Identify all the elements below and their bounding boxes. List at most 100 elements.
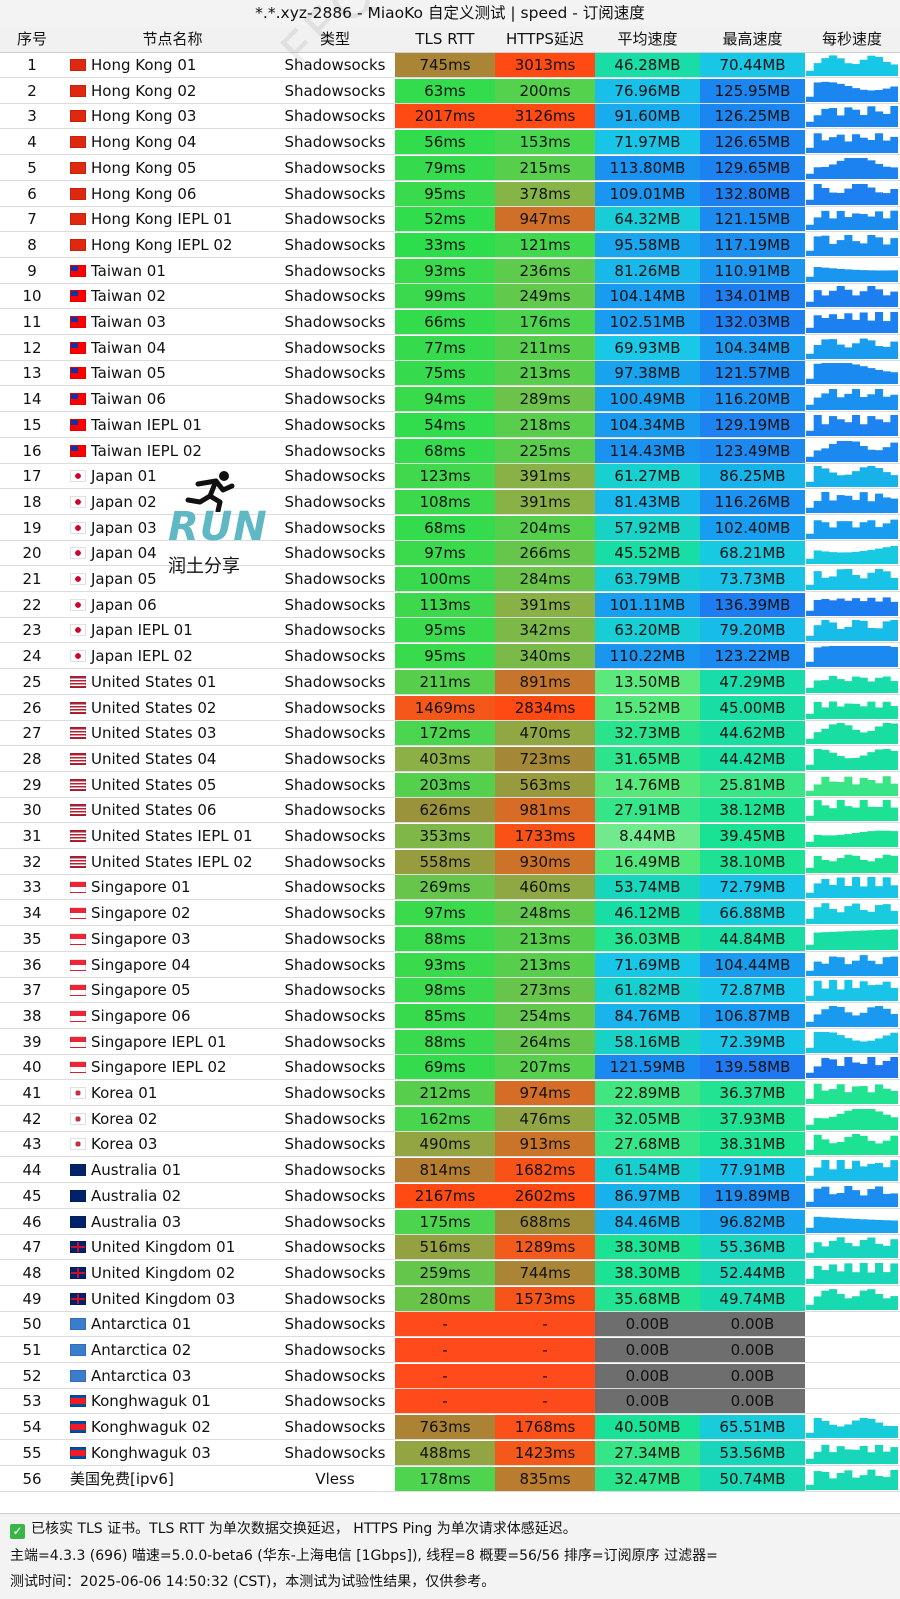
table-row[interactable]: 44 Australia 01 Shadowsocks 814ms 1682ms 61.5… bbox=[0, 1158, 900, 1184]
table-row[interactable]: 43 Korea 03 Shadowsocks 490ms 913ms 27.68MB 38… bbox=[0, 1132, 900, 1158]
sparkline-bar bbox=[875, 468, 884, 488]
table-row[interactable]: 3 Hong Kong 03 Shadowsocks 2017ms 3126ms 91.6… bbox=[0, 104, 900, 130]
sparkline-bar bbox=[859, 1195, 868, 1207]
table-row[interactable]: 18 Japan 02 Shadowsocks 108ms 391ms 81.43MB 11… bbox=[0, 489, 900, 515]
sparkline-bar bbox=[859, 467, 868, 488]
table-row[interactable]: 25 United States 01 Shadowsocks 211ms 891ms 1… bbox=[0, 669, 900, 695]
https-latency-cell: 1423ms bbox=[495, 1440, 595, 1465]
sparkline-bar bbox=[867, 106, 876, 128]
table-row[interactable]: 56 美国免费[ipv6] Vless 178ms 835ms 32.47MB 50.74M… bbox=[0, 1466, 900, 1492]
sparkline-bar bbox=[821, 1216, 830, 1233]
table-row[interactable]: 37 Singapore 05 Shadowsocks 98ms 273ms 61.82M… bbox=[0, 978, 900, 1004]
table-row[interactable]: 30 United States 06 Shadowsocks 626ms 981ms 2… bbox=[0, 798, 900, 824]
table-row[interactable]: 39 Singapore IEPL 01 Shadowsocks 88ms 264ms 5… bbox=[0, 1029, 900, 1055]
table-row[interactable]: 42 Korea 02 Shadowsocks 162ms 476ms 32.05MB 37… bbox=[0, 1106, 900, 1132]
table-row[interactable]: 53 Konghwaguk 01 Shadowsocks - -0.00B 0.00B bbox=[0, 1389, 900, 1415]
header-per-second-speed[interactable]: 每秒速度 bbox=[821, 30, 882, 48]
sparkline-bar bbox=[844, 1137, 853, 1156]
table-row[interactable]: 46 Australia 03 Shadowsocks 175ms 688ms 84.46… bbox=[0, 1209, 900, 1235]
flag-jp-icon bbox=[70, 470, 86, 483]
table-row[interactable]: 27 United States 03 Shadowsocks 172ms 470ms 3… bbox=[0, 721, 900, 747]
sparkline-bar bbox=[859, 800, 868, 822]
table-row[interactable]: 33 Singapore 01 Shadowsocks 269ms 460ms 53.74… bbox=[0, 875, 900, 901]
table-row[interactable]: 47 United Kingdom 01 Shadowsocks 516ms 1289m… bbox=[0, 1235, 900, 1261]
sparkline-bar bbox=[890, 442, 898, 462]
table-row[interactable]: 15 Taiwan IEPL 01 Shadowsocks 54ms 218ms 104.… bbox=[0, 412, 900, 438]
table-row[interactable]: 6 Hong Kong 06 Shadowsocks 95ms 378ms 109.01M… bbox=[0, 181, 900, 207]
table-row[interactable]: 21 Japan 05 Shadowsocks 100ms 284ms 63.79MB 73… bbox=[0, 567, 900, 592]
table-row[interactable]: 38 Singapore 06 Shadowsocks 85ms 254ms 84.76M… bbox=[0, 1003, 900, 1029]
sparkline-bar bbox=[890, 106, 898, 128]
header-tls-rtt[interactable]: TLS RTT bbox=[415, 30, 475, 48]
node-name-text: Taiwan 06 bbox=[91, 390, 166, 409]
table-row[interactable]: 52 Antarctica 03 Shadowsocks - -0.00B 0.00B bbox=[0, 1363, 900, 1389]
table-row[interactable]: 24 Japan IEPL 02 Shadowsocks 95ms 340ms 110.2… bbox=[0, 644, 900, 670]
table-row[interactable]: 32 United States IEPL 02 Shadowsocks 558ms 9… bbox=[0, 849, 900, 875]
header-avg-speed[interactable]: 平均速度 bbox=[617, 30, 678, 48]
sparkline-bar bbox=[806, 1484, 815, 1490]
table-row[interactable]: 1 Hong Kong 01 Shadowsocks 745ms 3013ms 46.28… bbox=[0, 53, 900, 78]
node-name: Singapore 01 bbox=[70, 875, 275, 899]
sparkline-bar bbox=[821, 447, 830, 462]
table-row[interactable]: 19 Japan 03 Shadowsocks 68ms 204ms 57.92MB 102… bbox=[0, 515, 900, 541]
table-row[interactable]: 17 Japan 01 Shadowsocks 123ms 391ms 61.27MB 86… bbox=[0, 464, 900, 490]
node-name: Antarctica 03 bbox=[70, 1364, 275, 1388]
table-row[interactable]: 7 Hong Kong IEPL 01 Shadowsocks 52ms 947ms 64… bbox=[0, 207, 900, 233]
table-row[interactable]: 8 Hong Kong IEPL 02 Shadowsocks 33ms 121ms 95… bbox=[0, 232, 900, 258]
table-row[interactable]: 49 United Kingdom 03 Shadowsocks 280ms 1573m… bbox=[0, 1286, 900, 1312]
table-row[interactable]: 14 Taiwan 06 Shadowsocks 94ms 289ms 100.49MB 1… bbox=[0, 387, 900, 413]
table-row[interactable]: 28 United States 04 Shadowsocks 403ms 723ms 3… bbox=[0, 746, 900, 772]
table-row[interactable]: 5 Hong Kong 05 Shadowsocks 79ms 215ms 113.80M… bbox=[0, 155, 900, 181]
sparkline-bar bbox=[821, 363, 830, 385]
table-row[interactable]: 22 Japan 06 Shadowsocks 113ms 391ms 101.11MB 1… bbox=[0, 592, 900, 618]
table-row[interactable]: 13 Taiwan 05 Shadowsocks 75ms 213ms 97.38MB 12… bbox=[0, 361, 900, 387]
table-row[interactable]: 54 Konghwaguk 02 Shadowsocks 763ms 1768ms 40.… bbox=[0, 1415, 900, 1441]
sparkline-bar bbox=[890, 64, 898, 76]
table-row[interactable]: 48 United Kingdom 02 Shadowsocks 259ms 744ms… bbox=[0, 1260, 900, 1286]
table-row[interactable]: 45 Australia 02 Shadowsocks 2167ms 2602ms 86.… bbox=[0, 1183, 900, 1209]
node-name: United States 01 bbox=[70, 670, 275, 694]
table-row[interactable]: 2 Hong Kong 02 Shadowsocks 63ms 200ms 76.96MB… bbox=[0, 78, 900, 104]
table-row[interactable]: 4 Hong Kong 04 Shadowsocks 56ms 153ms 71.97MB… bbox=[0, 130, 900, 156]
table-row[interactable]: 55 Konghwaguk 03 Shadowsocks 488ms 1423ms 27.… bbox=[0, 1440, 900, 1466]
header-https-latency[interactable]: HTTPS延迟 bbox=[506, 30, 584, 48]
table-row[interactable]: 51 Antarctica 02 Shadowsocks - -0.00B 0.00B bbox=[0, 1338, 900, 1363]
table-row[interactable]: 16 Taiwan IEPL 02 Shadowsocks 68ms 225ms 114.… bbox=[0, 438, 900, 464]
node-type: Shadowsocks bbox=[284, 1418, 386, 1437]
sparkline bbox=[806, 414, 898, 436]
table-row[interactable]: 31 United States IEPL 01 Shadowsocks 353ms 1… bbox=[0, 824, 900, 849]
table-row[interactable]: 20 Japan 04 Shadowsocks 97ms 266ms 45.52MB 68.… bbox=[0, 541, 900, 567]
sparkline-bar bbox=[821, 521, 830, 539]
table-row[interactable]: 11 Taiwan 03 Shadowsocks 66ms 176ms 102.51MB 1… bbox=[0, 310, 900, 335]
table-row[interactable]: 36 Singapore 04 Shadowsocks 93ms 213ms 71.69M… bbox=[0, 952, 900, 978]
table-row[interactable]: 10 Taiwan 02 Shadowsocks 99ms 249ms 104.14MB 1… bbox=[0, 284, 900, 310]
header-node-name[interactable]: 节点名称 bbox=[142, 30, 203, 48]
tls-rtt-cell: 2167ms bbox=[395, 1183, 495, 1208]
sparkline-bar bbox=[806, 122, 815, 128]
sparkline-bar bbox=[829, 576, 838, 590]
row-index: 40 bbox=[22, 1058, 42, 1077]
header-index[interactable]: 序号 bbox=[16, 30, 47, 48]
node-name-text: Singapore 06 bbox=[91, 1006, 191, 1025]
tls-rtt-cell: 79ms bbox=[395, 155, 495, 180]
header-type[interactable]: 类型 bbox=[319, 30, 350, 48]
table-row[interactable]: 41 Korea 01 Shadowsocks 212ms 974ms 22.89MB 36… bbox=[0, 1081, 900, 1106]
header-max-speed[interactable]: 最高速度 bbox=[722, 30, 783, 48]
table-row[interactable]: 50 Antarctica 01 Shadowsocks - -0.00B 0.00B bbox=[0, 1312, 900, 1338]
per-second-speed-chart bbox=[806, 490, 898, 514]
table-row[interactable]: 9 Taiwan 01 Shadowsocks 93ms 236ms 81.26MB 110… bbox=[0, 258, 900, 284]
footer-line-2: 主端=4.3.3 (696) 喵速=5.0.0-beta6 (华东-上海电信 [… bbox=[10, 1548, 718, 1564]
node-type: Shadowsocks bbox=[284, 1263, 386, 1282]
sparkline-bar bbox=[829, 701, 838, 719]
table-row[interactable]: 40 Singapore IEPL 02 Shadowsocks 69ms 207ms 1… bbox=[0, 1055, 900, 1081]
sparkline-bar bbox=[882, 775, 891, 796]
node-type: Shadowsocks bbox=[284, 801, 386, 820]
node-type: Shadowsocks bbox=[284, 724, 386, 743]
table-row[interactable]: 35 Singapore 03 Shadowsocks 88ms 213ms 36.03M… bbox=[0, 926, 900, 952]
table-row[interactable]: 34 Singapore 02 Shadowsocks 97ms 248ms 46.12M… bbox=[0, 901, 900, 927]
node-type: Shadowsocks bbox=[284, 955, 386, 974]
table-row[interactable]: 12 Taiwan 04 Shadowsocks 77ms 211ms 69.93MB 10… bbox=[0, 335, 900, 361]
table-row[interactable]: 29 United States 05 Shadowsocks 203ms 563ms 1… bbox=[0, 772, 900, 798]
table-row[interactable]: 26 United States 02 Shadowsocks 1469ms 2834m… bbox=[0, 695, 900, 721]
table-row[interactable]: 23 Japan IEPL 01 Shadowsocks 95ms 342ms 63.20… bbox=[0, 618, 900, 644]
